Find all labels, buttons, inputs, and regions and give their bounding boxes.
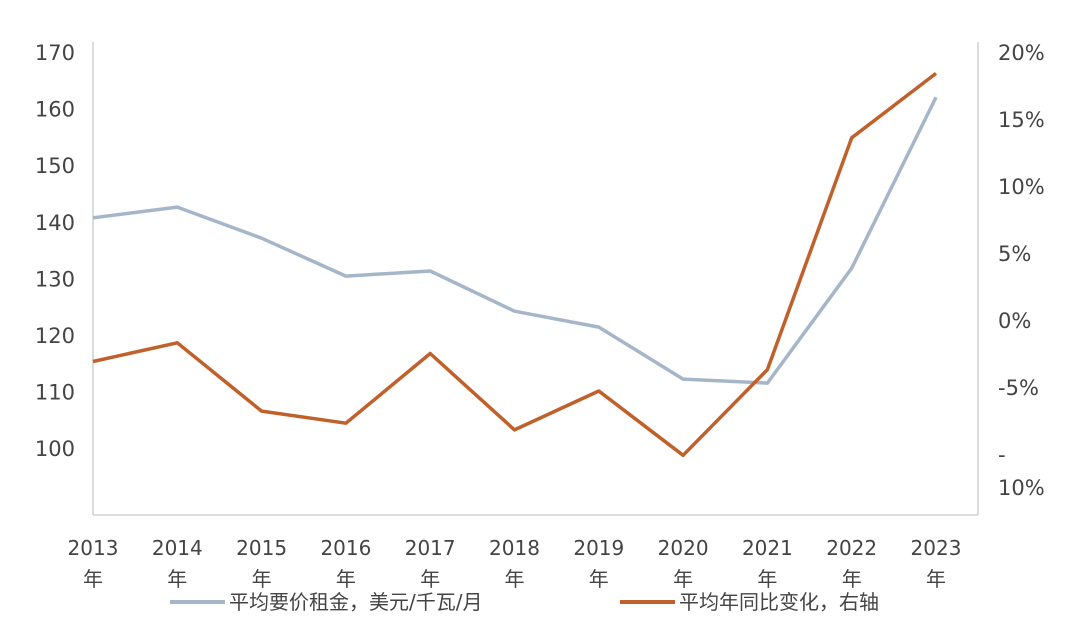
series-line-1 <box>92 96 938 385</box>
x-tick-label: 2022 年 <box>826 536 877 591</box>
left-tick-label: 160 <box>35 98 75 122</box>
x-tick-label: 2019 年 <box>573 536 624 591</box>
right-tick-label: -5% <box>998 376 1039 400</box>
x-tick-label: 2014 年 <box>152 536 203 591</box>
right-tick-label: 15% <box>998 108 1045 132</box>
x-tick-label: 2015 年 <box>236 536 287 591</box>
x-tick-label: 2013 年 <box>68 536 119 591</box>
x-tick-label: 2017 年 <box>405 536 456 591</box>
left-tick-label: 120 <box>35 324 75 348</box>
right-tick-label: 5% <box>998 242 1031 266</box>
legend-label-2: 平均年同比变化，右轴 <box>679 590 879 614</box>
right-tick-label: 10% <box>998 175 1045 199</box>
x-tick-label: 2023 年 <box>911 536 962 591</box>
left-tick-label: 170 <box>35 41 75 65</box>
right-tick-label: 0% <box>998 309 1031 333</box>
right-tick-label: -10% <box>998 443 1045 500</box>
x-tick-label: 2018 年 <box>489 536 540 591</box>
series-line-2 <box>92 72 938 458</box>
legend-label-1: 平均要价租金，美元/千瓦/月 <box>229 590 482 614</box>
left-tick-label: 110 <box>35 381 75 405</box>
left-tick-label: 140 <box>35 211 75 235</box>
left-tick-label: 130 <box>35 267 75 291</box>
left-tick-label: 150 <box>35 154 75 178</box>
x-tick-label: 2020 年 <box>658 536 709 591</box>
right-tick-label: 20% <box>998 41 1045 65</box>
left-tick-label: 100 <box>35 437 75 461</box>
x-tick-label: 2016 年 <box>320 536 371 591</box>
x-tick-label: 2021 年 <box>742 536 793 591</box>
